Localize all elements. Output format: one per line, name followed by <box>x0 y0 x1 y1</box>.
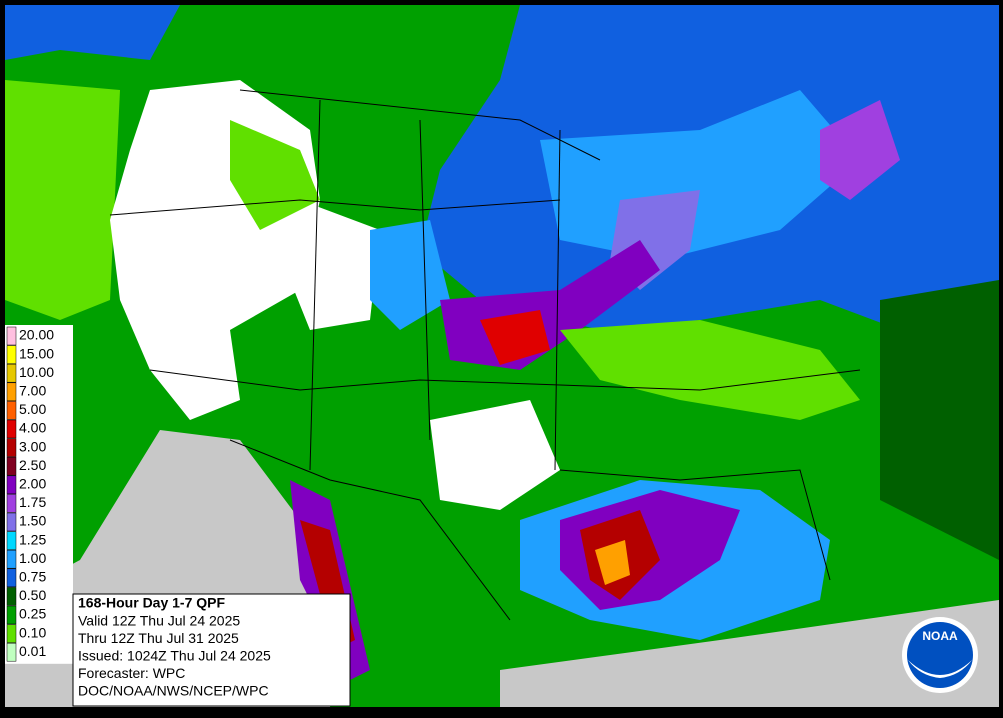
legend-label: 0.01 <box>19 643 46 659</box>
boundary <box>109 199 561 216</box>
pacific-light <box>5 80 120 320</box>
rockies-dry <box>290 200 380 330</box>
legend-label: 1.25 <box>19 531 46 547</box>
pacific-nw-blue <box>5 5 180 60</box>
gulf-orange <box>595 540 630 585</box>
legend-label: 20.00 <box>19 327 54 343</box>
state-lines <box>109 89 861 621</box>
logo-text: NOAA <box>922 629 958 643</box>
legend-label: 0.50 <box>19 587 46 603</box>
legend-label: 4.00 <box>19 420 46 436</box>
legend-label: 5.00 <box>19 401 46 417</box>
legend-label: 1.75 <box>19 494 46 510</box>
boundary <box>309 99 321 471</box>
logo-bird <box>908 660 972 678</box>
legend-swatch <box>6 475 17 495</box>
legend-label: 3.00 <box>19 438 46 454</box>
legend-swatch <box>6 419 17 439</box>
legend-label: 0.10 <box>19 624 46 640</box>
southeast-light <box>560 320 860 420</box>
legend-swatch <box>6 345 17 364</box>
boundary <box>419 119 431 441</box>
legend-swatch <box>6 382 17 402</box>
legend-label: 2.00 <box>19 476 46 492</box>
legend-label: 0.75 <box>19 569 46 585</box>
border <box>229 439 511 621</box>
precip-field <box>5 5 999 707</box>
legend-swatch <box>6 512 17 532</box>
legend-swatch <box>6 456 17 476</box>
info-box <box>72 593 351 707</box>
legend-swatch <box>6 326 17 346</box>
boundary <box>149 369 861 391</box>
legend-label: 1.00 <box>19 550 46 566</box>
legend-swatch <box>6 624 17 643</box>
info-line: Valid 12Z Thu Jul 24 2025 <box>78 613 240 629</box>
kansas-red <box>480 310 550 365</box>
texas-dry <box>430 400 560 510</box>
info-line: DOC/NOAA/NWS/NCEP/WPC <box>78 683 269 699</box>
legend-label: 2.50 <box>19 457 46 473</box>
legend-swatch <box>6 605 17 625</box>
northeast-purple <box>820 100 900 200</box>
legend-label: 0.25 <box>19 606 46 622</box>
legend-swatch <box>6 438 17 457</box>
info-line: Issued: 1024Z Thu Jul 24 2025 <box>78 648 271 664</box>
coast <box>559 469 831 581</box>
legend-label: 15.00 <box>19 345 54 361</box>
legend-swatch <box>6 363 17 383</box>
legend-label: 7.00 <box>19 383 46 399</box>
gray-region <box>500 600 999 707</box>
nw-green <box>230 120 320 230</box>
legend-label: 1.50 <box>19 513 46 529</box>
border <box>239 89 601 161</box>
plains-blue <box>370 220 450 330</box>
boundary <box>554 129 561 471</box>
atlantic-dark <box>880 280 999 560</box>
info-line: Forecaster: WPC <box>78 665 185 681</box>
legend-backdrop <box>5 325 73 664</box>
info-line: Thru 12Z Thu Jul 31 2025 <box>78 630 239 646</box>
legend-swatch <box>6 587 17 606</box>
legend-swatch <box>6 642 17 662</box>
legend-swatch <box>6 401 17 420</box>
legend-swatch <box>6 568 17 588</box>
legend-label: 10.00 <box>19 364 54 380</box>
info-title: 168-Hour Day 1-7 QPF <box>78 595 225 611</box>
legend-swatch <box>6 531 17 550</box>
legend-swatch <box>6 549 17 569</box>
legend-swatch <box>6 494 17 513</box>
legend: 20.00 15.00 10.00 7.00 5.00 4.00 3.00 2.50 2.00 1… <box>5 325 73 664</box>
